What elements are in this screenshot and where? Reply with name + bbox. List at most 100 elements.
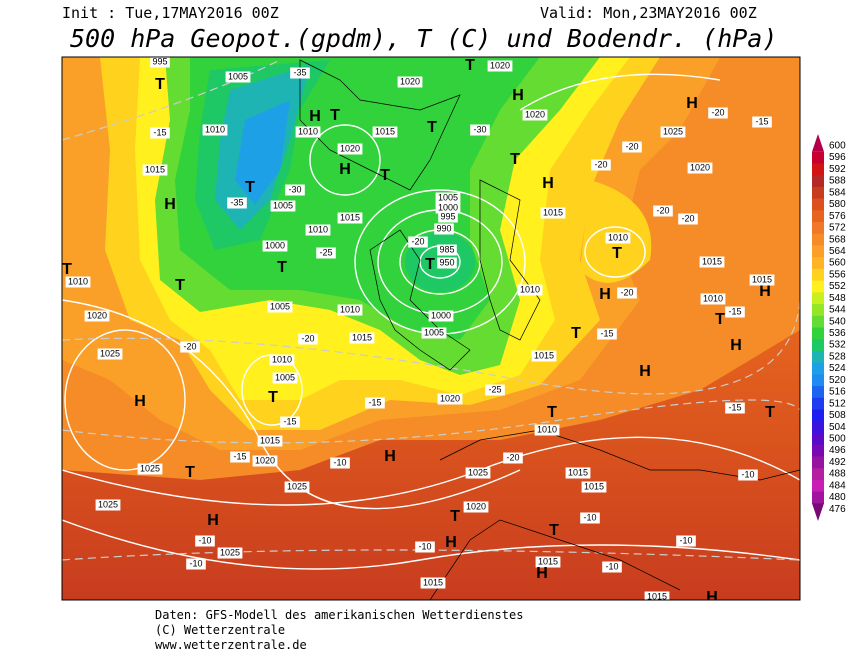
label-box: [195, 535, 215, 547]
pressure-center: H: [730, 337, 742, 354]
pressure-center: T: [330, 107, 340, 124]
map-label: 995: [438, 211, 458, 223]
map-label-text: 1025: [220, 547, 240, 557]
colorbar-label: 508: [829, 410, 846, 421]
colorbar-label: 516: [829, 387, 846, 398]
map-label-text: -10: [605, 561, 618, 571]
map-label: 1020: [463, 501, 489, 513]
map-label-text: 1015: [534, 350, 554, 360]
map-label-text: 1025: [98, 499, 118, 509]
map-label: -10: [676, 535, 696, 547]
map-label: -15: [725, 306, 745, 318]
label-box: [437, 244, 457, 256]
map-label: -10: [330, 457, 350, 469]
colorbar-swatch: [812, 222, 824, 235]
label-box: [372, 126, 398, 138]
colorbar-swatch: [812, 151, 824, 164]
pressure-center: H: [207, 512, 219, 529]
label-box: [84, 310, 110, 322]
label-box: [437, 257, 457, 269]
map-label-text: 1025: [287, 481, 307, 491]
label-box: [137, 463, 163, 475]
map-label-text: -10: [741, 469, 754, 479]
colorbar-swatch: [812, 386, 824, 399]
map-label-text: 1020: [690, 162, 710, 172]
map-label: 1015: [749, 274, 775, 286]
coastlines: [299, 59, 800, 600]
map-label-text: -30: [473, 124, 486, 134]
label-box: [337, 304, 363, 316]
label-box: [349, 332, 375, 344]
map-label: -15: [597, 328, 617, 340]
band-556-east: [580, 180, 652, 283]
colorbar-label: 480: [829, 492, 846, 503]
label-box: [252, 455, 278, 467]
pressure-center: T: [277, 259, 287, 276]
label-box: [622, 141, 642, 153]
label-box: [617, 287, 637, 299]
label-box: [517, 284, 543, 296]
map-label-text: 1020: [255, 455, 275, 465]
label-box: [749, 274, 775, 286]
map-label-text: 1010: [703, 293, 723, 303]
pressure-center: T: [155, 76, 165, 93]
colorbar-label: 492: [829, 457, 846, 468]
map-label: -30: [285, 184, 305, 196]
label-box: [397, 76, 423, 88]
map-label-text: 995: [152, 56, 167, 66]
label-box: [531, 350, 557, 362]
map-label-text: 995: [440, 211, 455, 221]
map-label-text: -15: [755, 116, 768, 126]
map-label-text: -20: [656, 205, 669, 215]
colorbar-swatch: [812, 397, 824, 411]
pressure-center: T: [571, 325, 581, 342]
band-524: [235, 100, 290, 205]
map-label: 1015: [337, 212, 363, 224]
map-label: 1015: [531, 350, 557, 362]
map-label-text: 1015: [145, 164, 165, 174]
map-label-text: -10: [418, 541, 431, 551]
footer-line: www.wetterzentrale.de: [155, 638, 307, 652]
label-box: [262, 240, 288, 252]
label-box: [298, 333, 318, 345]
map-label-text: -25: [488, 384, 501, 394]
pressure-center: T: [715, 311, 725, 328]
map-label: 1020: [252, 455, 278, 467]
colorbar-label: 556: [829, 269, 846, 280]
map-label-text: 1010: [308, 224, 328, 234]
label-box: [270, 200, 296, 212]
colorbar-swatch: [812, 304, 824, 317]
colorbar: 6005965925885845805765725685645605565525…: [812, 134, 846, 521]
map-label: 1010: [295, 126, 321, 138]
map-label: 1005: [270, 200, 296, 212]
label-box: [284, 481, 310, 493]
colorbar-label: 520: [829, 375, 846, 386]
label-box: [581, 481, 607, 493]
map-label-text: -30: [288, 184, 301, 194]
map-label-text: 1010: [272, 354, 292, 364]
map-label: 985: [437, 244, 457, 256]
map-label: -15: [365, 397, 385, 409]
pressure-center: H: [309, 108, 321, 125]
colorbar-label: 544: [829, 305, 846, 316]
map-label: 1005: [435, 192, 461, 204]
map-label-text: 1015: [352, 332, 372, 342]
label-box: [435, 202, 461, 214]
label-box: [365, 397, 385, 409]
map-label-text: 1020: [525, 109, 545, 119]
colorbar-swatch: [812, 339, 824, 352]
colorbar-cap: [812, 503, 824, 521]
colorbar-swatch: [812, 280, 824, 293]
map-label-text: 1015: [543, 207, 563, 217]
colorbar-label: 496: [829, 445, 846, 456]
map-label: -35: [290, 67, 310, 79]
map-label-text: 1015: [584, 481, 604, 491]
pressure-center: T: [268, 389, 278, 406]
map-label: -15: [230, 451, 250, 463]
label-box: [272, 372, 298, 384]
colorbar-swatch: [812, 292, 824, 305]
map-label: 1020: [687, 162, 713, 174]
map-label: 1020: [437, 393, 463, 405]
map-label-text: -15: [600, 328, 613, 338]
